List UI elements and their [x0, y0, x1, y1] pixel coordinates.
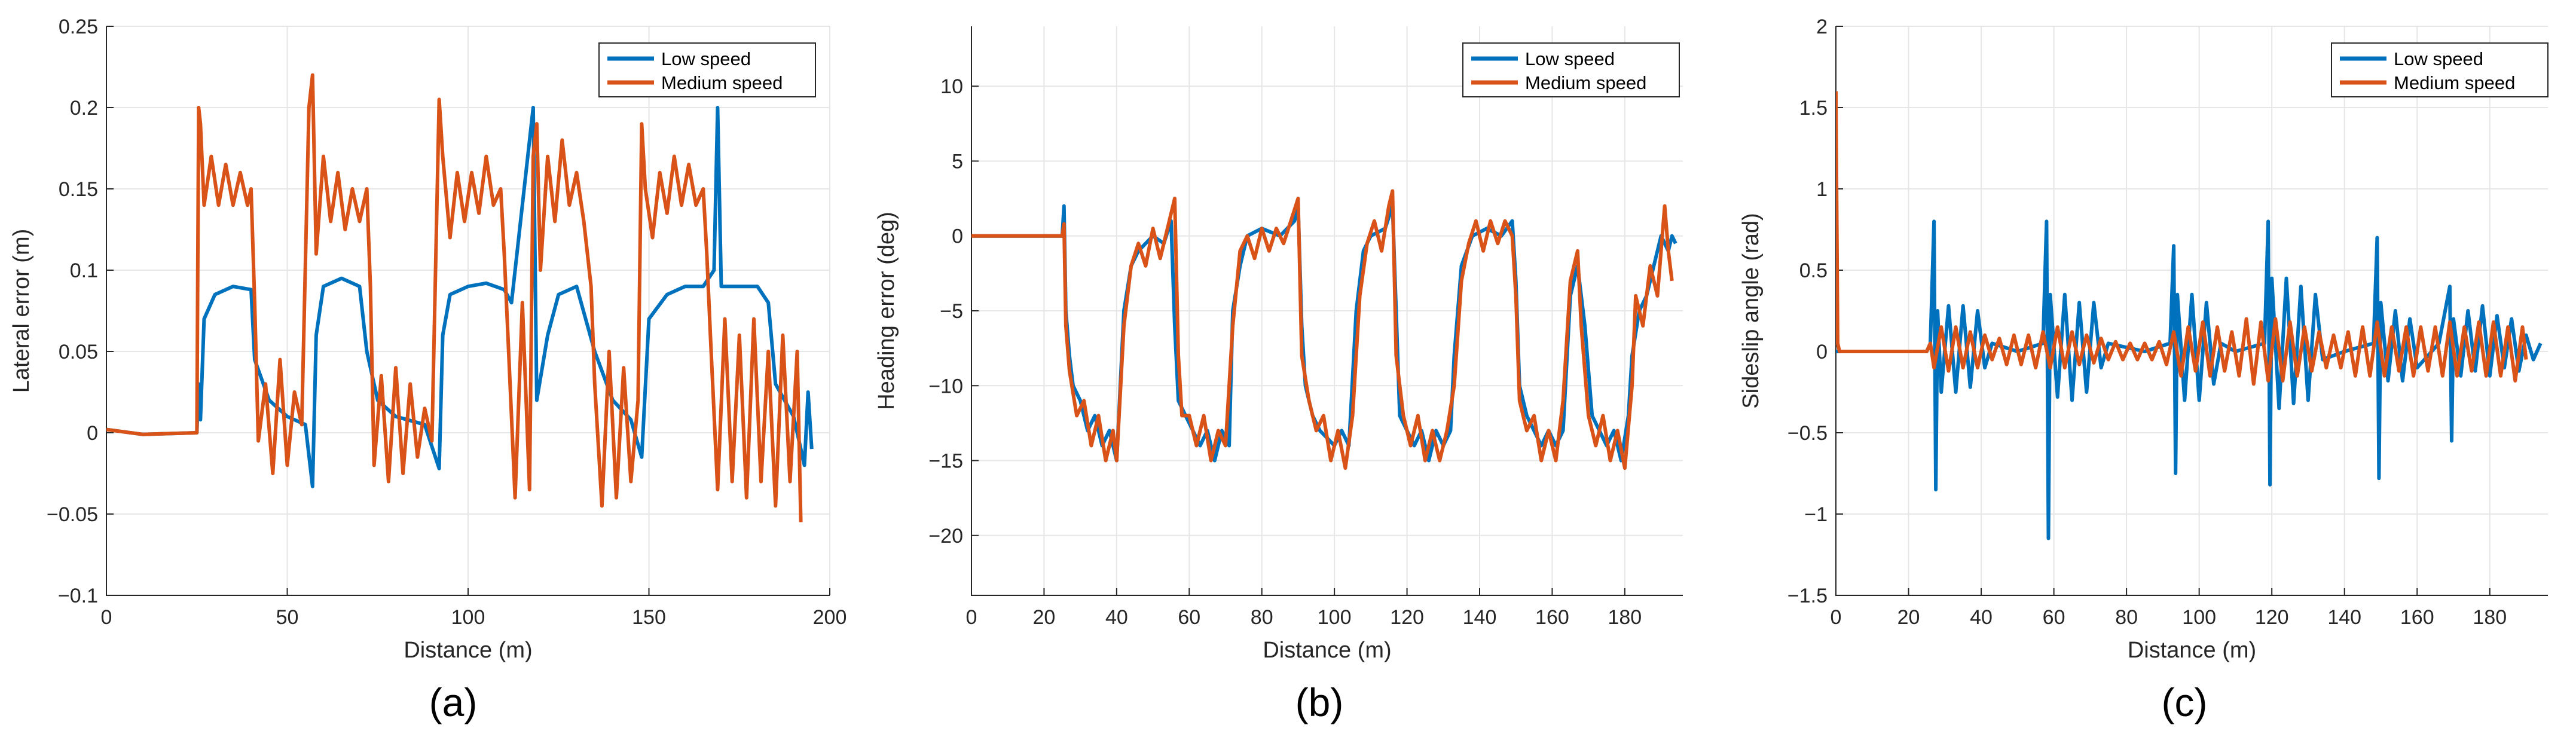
- x-tick-label: 80: [1251, 606, 1273, 629]
- y-tick-label: 0.5: [1799, 259, 1828, 282]
- legend-entry-label: Low speed: [661, 48, 751, 69]
- x-tick-label: 160: [1535, 606, 1569, 629]
- panel-caption: (c): [2162, 680, 2208, 724]
- y-tick-label: 0.1: [70, 259, 98, 282]
- x-tick-label: 60: [1178, 606, 1200, 629]
- y-tick-label: 0: [87, 422, 98, 445]
- y-tick-label: −1: [1804, 503, 1828, 526]
- x-tick-label: 50: [276, 606, 299, 629]
- y-tick-label: 0: [952, 225, 963, 248]
- x-tick-label: 200: [813, 606, 847, 629]
- y-tick-label: −5: [940, 300, 963, 323]
- y-tick-label: −20: [928, 525, 963, 548]
- series-line-low-speed: [971, 204, 1677, 463]
- y-axis-label: Heading error (deg): [874, 212, 899, 410]
- y-tick-label: −0.05: [47, 503, 98, 526]
- chart-panel-c: 0 20 40 60 80 100 120 140 160 180 −1.5 −1 −0.5 0 0.5 1 1…: [1738, 16, 2549, 724]
- chart-panel-b: 0 20 40 60 80 100 120 140 160 180 −20 −15 −10 −5 0 5 10 D…: [874, 26, 1683, 724]
- x-tick-label: 0: [101, 606, 112, 629]
- legend-box: [598, 42, 816, 97]
- y-tick-label: −0.5: [1787, 422, 1828, 445]
- x-tick-label: 140: [1463, 606, 1497, 629]
- x-tick-label: 120: [1390, 606, 1424, 629]
- y-tick-label: 10: [940, 75, 963, 98]
- legend: Low speed Medium speed: [2331, 42, 2549, 97]
- x-tick-label: 100: [451, 606, 485, 629]
- y-tick-label: 0.05: [59, 341, 98, 363]
- chart-panel-a: 0 50 100 150 200 −0.1 −0.05 0 0.05 0.1 0.15 0.2 0.25…: [9, 16, 847, 724]
- x-tick-label: 20: [1033, 606, 1056, 629]
- y-tick-label: 1.5: [1799, 97, 1828, 120]
- x-tick-label: 20: [1897, 606, 1920, 629]
- plot-area: [1836, 91, 2543, 540]
- series-line-medium-speed: [971, 189, 1674, 470]
- x-axis-label: Distance (m): [2128, 638, 2256, 663]
- legend-box: [1462, 42, 1680, 97]
- x-tick-label: 0: [966, 606, 977, 629]
- legend-entry-label: Low speed: [2394, 48, 2483, 69]
- y-axis-label: Sideslip angle (rad): [1738, 213, 1764, 408]
- series-line-medium-speed: [1836, 91, 2528, 386]
- x-tick-label: 140: [2327, 606, 2361, 629]
- series-line-low-speed: [1836, 219, 2543, 540]
- y-tick-label: −1.5: [1787, 585, 1828, 607]
- y-tick-label: 2: [1816, 16, 1828, 38]
- x-tick-label: 180: [2473, 606, 2507, 629]
- panel-caption: (b): [1295, 680, 1344, 724]
- legend-box: [2331, 42, 2549, 97]
- series-line-low-speed: [106, 106, 814, 488]
- x-tick-label: 40: [1105, 606, 1128, 629]
- legend-entry-label: Medium speed: [661, 72, 783, 93]
- x-tick-label: 0: [1831, 606, 1842, 629]
- x-tick-label: 160: [2400, 606, 2434, 629]
- legend-entry-label: Medium speed: [2394, 72, 2515, 93]
- x-tick-label: 100: [1318, 606, 1352, 629]
- x-tick-label: 100: [2182, 606, 2216, 629]
- y-axis-label: Lateral error (m): [9, 229, 34, 393]
- y-tick-label: 1: [1816, 178, 1828, 201]
- series-line-medium-speed: [106, 73, 803, 522]
- y-tick-label: 0.2: [70, 97, 98, 120]
- legend: Low speed Medium speed: [598, 42, 816, 97]
- plot-area: [971, 189, 1677, 470]
- x-tick-label: 120: [2255, 606, 2289, 629]
- x-axis-label: Distance (m): [404, 638, 532, 663]
- legend: Low speed Medium speed: [1462, 42, 1680, 97]
- x-tick-label: 180: [1608, 606, 1642, 629]
- y-tick-label: 0: [1816, 341, 1828, 363]
- y-tick-label: −0.1: [58, 585, 98, 607]
- y-tick-label: 5: [952, 150, 963, 173]
- plot-area: [106, 73, 814, 522]
- y-tick-label: 0.15: [59, 178, 98, 201]
- y-tick-label: 0.25: [59, 16, 98, 38]
- x-tick-label: 60: [2043, 606, 2065, 629]
- y-tick-label: −10: [928, 375, 963, 397]
- x-tick-label: 150: [632, 606, 666, 629]
- x-axis-label: Distance (m): [1263, 638, 1391, 663]
- legend-entry-label: Low speed: [1525, 48, 1615, 69]
- panel-caption: (a): [429, 680, 478, 724]
- legend-entry-label: Medium speed: [1525, 72, 1646, 93]
- y-tick-label: −15: [928, 450, 963, 473]
- x-tick-label: 80: [2115, 606, 2138, 629]
- x-tick-label: 40: [1970, 606, 1993, 629]
